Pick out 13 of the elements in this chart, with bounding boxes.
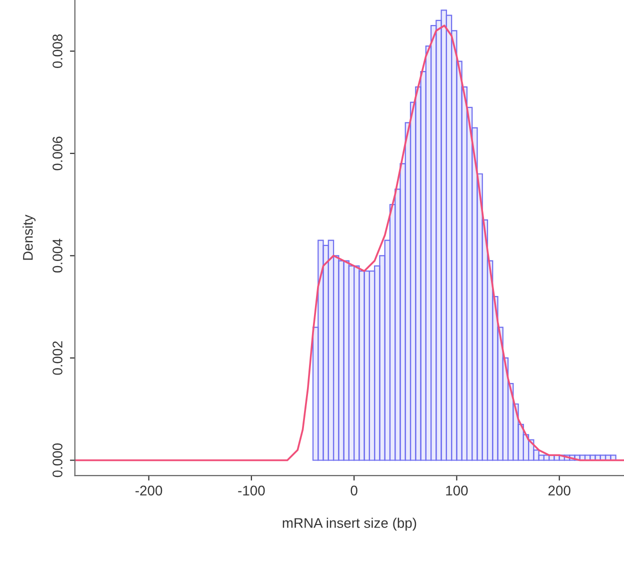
line-series (74, 24, 624, 462)
y-tick-label: 0.002 (52, 341, 62, 375)
x-tick-label: -200 (136, 486, 162, 496)
x-tick-label: 0 (350, 486, 358, 496)
y-axis-title: Density (22, 214, 36, 260)
y-tick-label: 0.000 (52, 443, 62, 478)
y-tick-label: 0.006 (52, 136, 62, 170)
x-tick-label: 200 (548, 486, 570, 496)
y-tick-label: 0.004 (52, 238, 62, 273)
y-tick-label: 0.008 (52, 34, 62, 68)
x-tick-label: 100 (446, 486, 468, 496)
x-tick-label: -100 (238, 486, 265, 496)
x-axis-title: mRNA insert size (bp) (282, 518, 416, 531)
